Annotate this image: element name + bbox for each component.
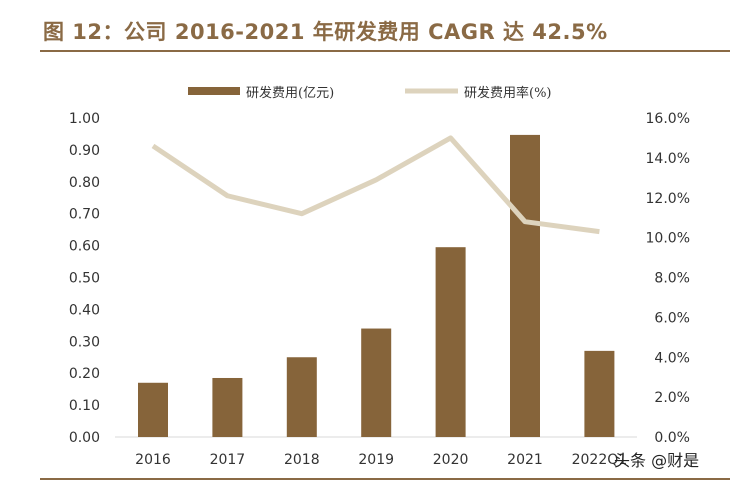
bar-2021 (510, 134, 540, 438)
left-axis-tick-label: 0.50 (69, 271, 100, 287)
legend-bar-swatch (188, 87, 240, 95)
bottom-divider (40, 478, 730, 480)
bar-2017 (212, 377, 243, 437)
right-axis-tick-label: 6.0% (654, 310, 690, 326)
bar-2020 (435, 247, 466, 437)
right-axis-tick-label: 2.0% (654, 390, 690, 406)
bar-2018 (286, 357, 317, 437)
bar-2016 (138, 382, 168, 437)
right-axis-tick-label: 10.0% (646, 231, 690, 247)
x-axis-tick-label: 2020 (433, 452, 469, 468)
bar-2019 (361, 328, 392, 437)
left-axis-tick-label: 0.80 (69, 175, 100, 191)
left-axis-tick-label: 0.40 (69, 302, 100, 318)
x-axis-tick-label: 2018 (284, 452, 320, 468)
title-divider (40, 50, 730, 52)
right-axis-tick-label: 0.0% (654, 430, 690, 446)
right-axis-tick-label: 8.0% (654, 271, 690, 287)
right-axis-tick-label: 12.0% (646, 191, 690, 207)
left-axis-tick-label: 0.70 (69, 207, 100, 223)
x-axis-tick-label: 2021 (507, 452, 543, 468)
x-axis-tick-label: 2022Q1 (572, 452, 628, 468)
left-axis-tick-label: 0.20 (69, 366, 100, 382)
left-axis-tick-label: 0.00 (69, 430, 100, 446)
right-axis-tick-label: 14.0% (646, 151, 690, 167)
legend-bar-label: 研发费用(亿元) (246, 85, 334, 101)
left-axis-tick-label: 1.00 (69, 111, 100, 127)
x-axis-tick-label: 2019 (358, 452, 394, 468)
bar-2022Q1 (584, 350, 615, 437)
legend: 研发费用(亿元) 研发费用率(%) (188, 85, 552, 101)
x-axis-tick-label: 2017 (210, 452, 246, 468)
x-axis-tick-label: 2016 (135, 452, 171, 468)
legend-line-label: 研发费用率(%) (464, 85, 552, 101)
left-axis-tick-label: 0.10 (69, 398, 100, 414)
watermark: 头条 @财是 (614, 451, 700, 470)
chart-title: 图 12：公司 2016-2021 年研发费用 CAGR 达 42.5% (43, 20, 608, 44)
left-axis-tick-label: 0.30 (69, 334, 100, 350)
left-axis-tick-label: 0.90 (69, 143, 100, 159)
right-axis-tick-label: 16.0% (646, 111, 690, 127)
right-axis-tick-label: 4.0% (654, 350, 690, 366)
left-axis-tick-label: 0.60 (69, 239, 100, 255)
